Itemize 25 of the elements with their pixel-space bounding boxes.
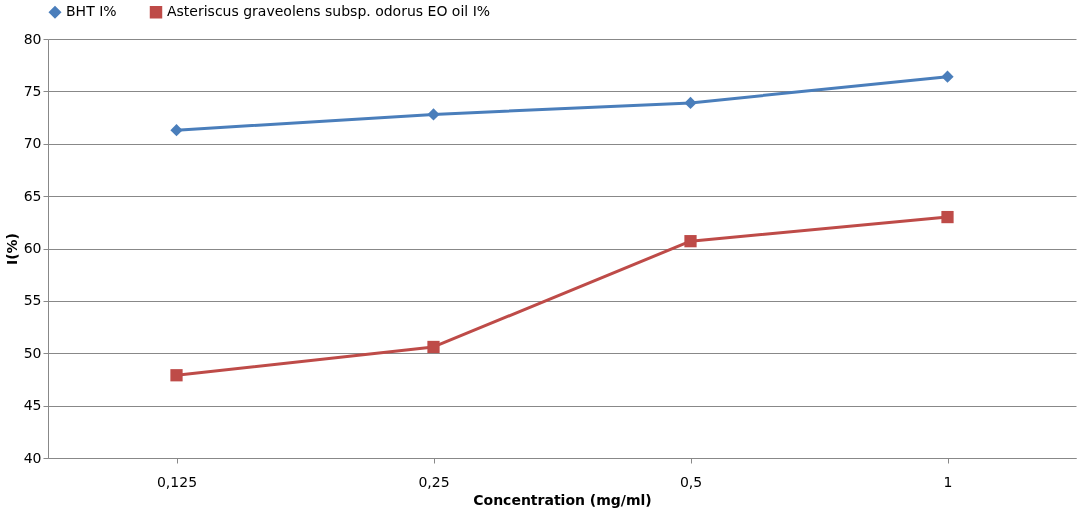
y-tick-label: 70 <box>23 135 42 152</box>
x-axis-title: Concentration (mg/ml) <box>473 491 652 508</box>
y-tick-label: 45 <box>23 397 42 414</box>
point <box>684 96 697 110</box>
y-tick-label: 65 <box>23 187 42 204</box>
y-tick-label: 40 <box>23 449 42 466</box>
point <box>941 210 954 224</box>
point <box>684 235 697 248</box>
y-tick-label: 80 <box>23 30 42 47</box>
x-tick-label: 1 <box>943 473 953 490</box>
x-tick-label: 0,125 <box>156 473 198 490</box>
point <box>170 369 183 382</box>
point <box>170 124 183 137</box>
x-tick-label: 0,5 <box>679 473 703 490</box>
y-tick-label: 75 <box>23 82 42 99</box>
y-axis-title: I(%) <box>3 232 20 266</box>
y-tick-label: 60 <box>23 240 42 256</box>
point <box>427 340 440 354</box>
legend-label: BHT I% <box>66 3 117 20</box>
point <box>427 108 440 121</box>
legend-label: Asteriscus graveolens subsp. odorus EO oil I% <box>167 3 491 20</box>
y-tick-label: 50 <box>23 344 42 361</box>
x-tick-label: 0,25 <box>418 473 450 490</box>
y-tick-label: 55 <box>23 292 42 309</box>
point <box>941 70 954 83</box>
